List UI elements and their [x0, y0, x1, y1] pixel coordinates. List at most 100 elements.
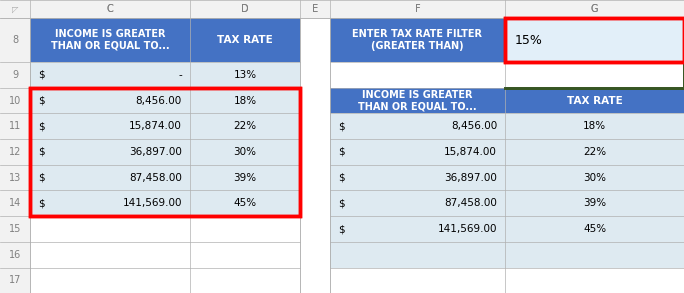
- Text: 87,458.00: 87,458.00: [444, 198, 497, 208]
- Text: E: E: [312, 4, 318, 14]
- Bar: [30, 18, 190, 62]
- Bar: [190, 216, 300, 242]
- Bar: [190, 165, 300, 190]
- Text: $: $: [338, 198, 345, 208]
- Bar: [505, 139, 684, 165]
- Bar: [330, 139, 505, 165]
- Text: 13: 13: [9, 173, 21, 183]
- Text: 36,897.00: 36,897.00: [444, 173, 497, 183]
- Text: D: D: [241, 4, 249, 14]
- Bar: [30, 88, 190, 113]
- Text: 22%: 22%: [583, 147, 606, 157]
- Bar: [330, 62, 505, 88]
- Text: $: $: [38, 173, 44, 183]
- Bar: [0, 0, 30, 18]
- Text: 16: 16: [9, 250, 21, 260]
- Bar: [330, 268, 505, 293]
- Text: INCOME IS GREATER
THAN OR EQUAL TO...: INCOME IS GREATER THAN OR EQUAL TO...: [51, 29, 170, 51]
- Bar: [190, 190, 300, 216]
- Text: 18%: 18%: [233, 96, 256, 105]
- Bar: [505, 18, 684, 62]
- Text: 14: 14: [9, 198, 21, 208]
- Text: 30%: 30%: [233, 147, 256, 157]
- Bar: [505, 165, 684, 190]
- Bar: [505, 88, 684, 113]
- Bar: [330, 242, 505, 268]
- Text: 12: 12: [9, 147, 21, 157]
- Text: C: C: [107, 4, 114, 14]
- Text: TAX RATE: TAX RATE: [217, 35, 273, 45]
- Bar: [505, 113, 684, 139]
- Text: 45%: 45%: [583, 224, 606, 234]
- Text: -: -: [179, 70, 182, 80]
- Bar: [190, 242, 300, 268]
- Bar: [505, 268, 684, 293]
- Bar: [505, 62, 684, 88]
- Text: 11: 11: [9, 121, 21, 131]
- Bar: [505, 18, 684, 62]
- Text: D: D: [241, 4, 249, 14]
- Text: 15,874.00: 15,874.00: [129, 121, 182, 131]
- Text: 18%: 18%: [583, 121, 606, 131]
- Text: $: $: [38, 121, 44, 131]
- Text: 15: 15: [9, 224, 21, 234]
- Text: 45%: 45%: [233, 198, 256, 208]
- Bar: [330, 216, 505, 242]
- Bar: [30, 242, 190, 268]
- Bar: [505, 18, 684, 62]
- Bar: [30, 190, 190, 216]
- Text: E: E: [312, 4, 318, 14]
- Bar: [505, 190, 684, 216]
- Text: $: $: [38, 198, 44, 208]
- Text: 22%: 22%: [233, 121, 256, 131]
- Text: 36,897.00: 36,897.00: [129, 147, 182, 157]
- Text: 87,458.00: 87,458.00: [129, 173, 182, 183]
- Bar: [0, 18, 30, 293]
- Text: TAX RATE: TAX RATE: [566, 96, 622, 105]
- Bar: [330, 18, 505, 62]
- Bar: [190, 268, 300, 293]
- Text: 141,569.00: 141,569.00: [438, 224, 497, 234]
- Text: 15%: 15%: [515, 33, 543, 47]
- Text: ◸: ◸: [12, 4, 18, 13]
- Bar: [190, 113, 300, 139]
- Text: ENTER TAX RATE FILTER
(GREATER THAN): ENTER TAX RATE FILTER (GREATER THAN): [352, 29, 482, 51]
- Text: 15,874.00: 15,874.00: [444, 147, 497, 157]
- Text: INCOME IS GREATER
THAN OR EQUAL TO...: INCOME IS GREATER THAN OR EQUAL TO...: [358, 90, 477, 111]
- Bar: [505, 216, 684, 242]
- Text: 141,569.00: 141,569.00: [122, 198, 182, 208]
- Text: $: $: [38, 70, 44, 80]
- Text: $: $: [338, 147, 345, 157]
- Text: $: $: [338, 224, 345, 234]
- Bar: [190, 62, 300, 88]
- Bar: [30, 88, 300, 216]
- Text: G: G: [591, 4, 598, 14]
- Bar: [330, 165, 505, 190]
- Bar: [0, 0, 684, 18]
- Text: G: G: [591, 4, 598, 14]
- Bar: [190, 18, 300, 62]
- Bar: [300, 0, 330, 18]
- Text: C: C: [107, 4, 114, 14]
- Text: 39%: 39%: [583, 198, 606, 208]
- Text: 39%: 39%: [233, 173, 256, 183]
- Bar: [30, 139, 190, 165]
- Bar: [300, 18, 330, 293]
- Text: 8: 8: [12, 35, 18, 45]
- Text: $: $: [338, 173, 345, 183]
- Bar: [330, 113, 505, 139]
- Text: $: $: [338, 121, 345, 131]
- Text: 17: 17: [9, 275, 21, 285]
- Bar: [30, 88, 300, 216]
- Bar: [30, 165, 190, 190]
- Bar: [30, 268, 190, 293]
- Bar: [330, 190, 505, 216]
- Text: $: $: [38, 147, 44, 157]
- Bar: [30, 113, 190, 139]
- Text: $: $: [38, 96, 44, 105]
- Text: 9: 9: [12, 70, 18, 80]
- Bar: [505, 242, 684, 268]
- Bar: [30, 216, 190, 242]
- Text: 8,456.00: 8,456.00: [451, 121, 497, 131]
- Text: 8,456.00: 8,456.00: [135, 96, 182, 105]
